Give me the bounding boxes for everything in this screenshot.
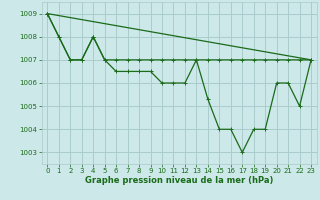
- X-axis label: Graphe pression niveau de la mer (hPa): Graphe pression niveau de la mer (hPa): [85, 176, 273, 185]
